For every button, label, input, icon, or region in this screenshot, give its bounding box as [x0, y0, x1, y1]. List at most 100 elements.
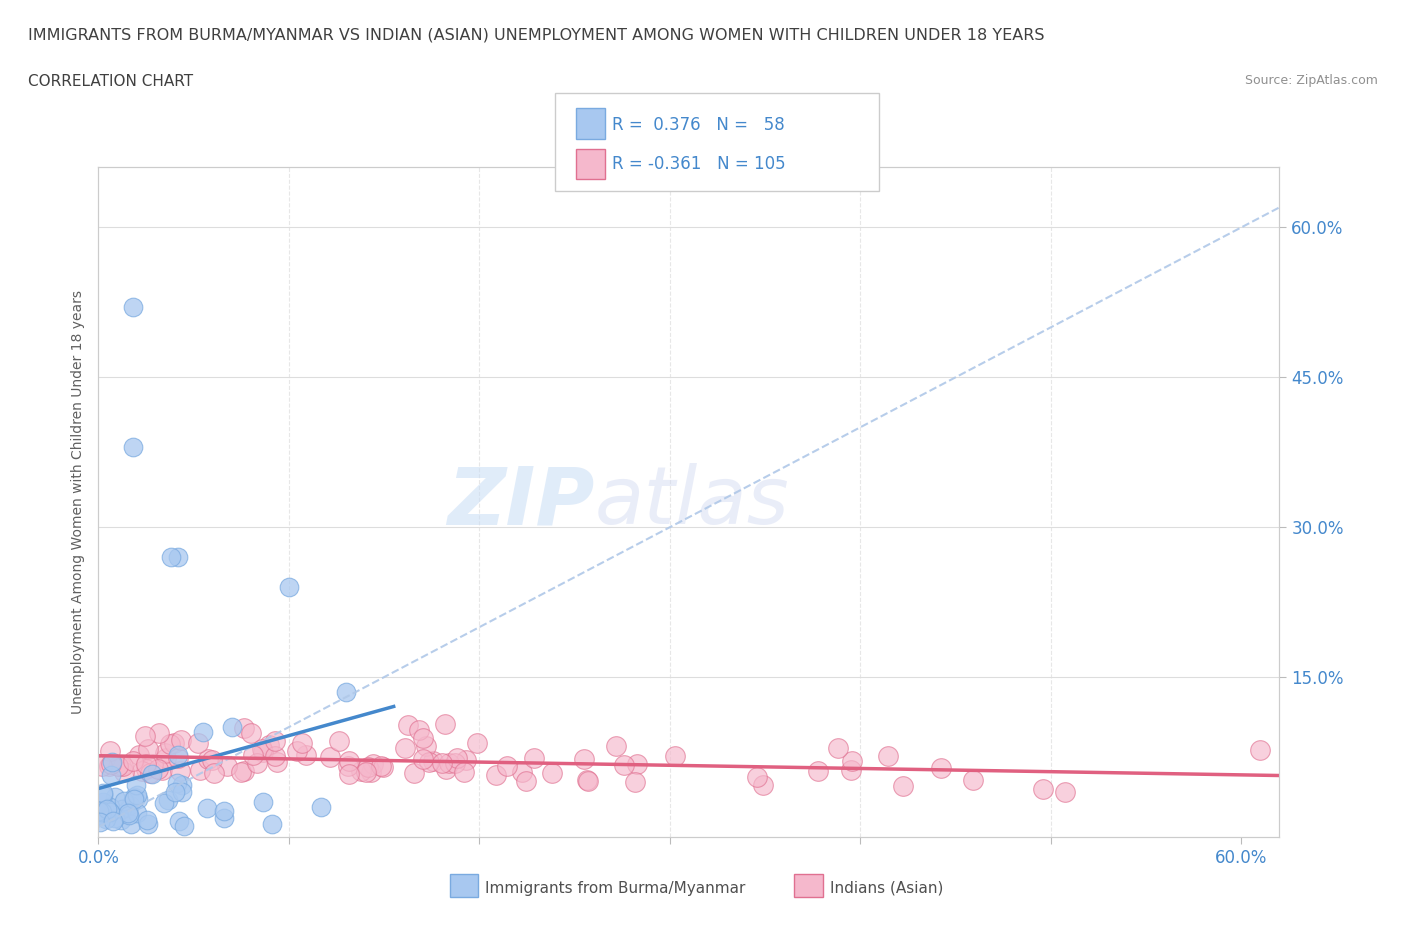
Point — [485, 768, 508, 783]
Point — [328, 734, 350, 749]
Point — [626, 757, 648, 772]
Point — [170, 777, 193, 792]
Point — [131, 764, 153, 778]
Point — [153, 795, 176, 810]
Point — [90, 805, 112, 820]
Point — [233, 764, 256, 778]
Point — [112, 759, 135, 774]
Point — [167, 813, 190, 828]
Point — [891, 778, 914, 793]
Point — [120, 798, 142, 813]
Point — [165, 785, 187, 800]
Point — [337, 766, 360, 781]
Point — [193, 724, 215, 739]
Point — [309, 799, 332, 814]
Point — [360, 764, 382, 779]
Point — [146, 762, 169, 777]
Point — [370, 759, 392, 774]
Point — [252, 794, 274, 809]
Point — [510, 764, 533, 779]
Text: R = -0.361   N = 105: R = -0.361 N = 105 — [612, 155, 785, 173]
Point — [104, 810, 127, 825]
Point — [1054, 784, 1077, 799]
Point — [233, 720, 256, 735]
Point — [98, 804, 121, 819]
Point — [337, 753, 360, 768]
Point — [929, 761, 952, 776]
Point — [100, 767, 122, 782]
Point — [264, 734, 287, 749]
Text: Source: ZipAtlas.com: Source: ZipAtlas.com — [1244, 74, 1378, 87]
Point — [136, 741, 159, 756]
Point — [394, 741, 416, 756]
Point — [807, 764, 830, 778]
Text: R =  0.376   N =   58: R = 0.376 N = 58 — [612, 116, 785, 134]
Point — [839, 763, 862, 777]
Point — [215, 759, 238, 774]
Point — [110, 813, 132, 828]
Point — [745, 770, 768, 785]
Point — [159, 550, 181, 565]
Point — [242, 748, 264, 763]
Point — [453, 764, 475, 779]
Point — [624, 775, 647, 790]
Point — [439, 756, 461, 771]
Point — [841, 753, 863, 768]
Point — [135, 762, 157, 777]
Point — [120, 817, 142, 831]
Text: CORRELATION CHART: CORRELATION CHART — [28, 74, 193, 89]
Point — [415, 738, 437, 753]
Point — [1031, 781, 1053, 796]
Point — [350, 764, 373, 778]
Point — [122, 791, 145, 806]
Point — [139, 765, 162, 780]
Point — [118, 807, 141, 822]
Point — [122, 790, 145, 804]
Point — [574, 751, 596, 766]
Point — [337, 759, 360, 774]
Point — [153, 745, 176, 760]
Point — [96, 802, 118, 817]
Y-axis label: Unemployment Among Women with Children Under 18 years: Unemployment Among Women with Children U… — [72, 290, 86, 714]
Point — [187, 736, 209, 751]
Point — [152, 763, 174, 777]
Point — [197, 800, 219, 815]
Point — [402, 765, 425, 780]
Point — [91, 804, 114, 819]
Text: ZIP: ZIP — [447, 463, 595, 541]
Point — [91, 758, 114, 773]
Point — [167, 748, 190, 763]
Point — [91, 794, 114, 809]
Point — [523, 751, 546, 765]
Point — [576, 774, 599, 789]
Point — [422, 753, 444, 768]
Point — [335, 684, 357, 699]
Point — [112, 764, 135, 779]
Point — [163, 736, 186, 751]
Point — [214, 810, 236, 825]
Point — [188, 763, 211, 777]
Point — [357, 760, 380, 775]
Point — [121, 440, 143, 455]
Point — [664, 749, 686, 764]
Text: atlas: atlas — [595, 463, 789, 541]
Point — [87, 807, 110, 822]
Point — [89, 806, 111, 821]
Point — [172, 785, 194, 800]
Point — [121, 299, 143, 314]
Point — [285, 744, 308, 759]
Point — [135, 756, 157, 771]
Point — [396, 718, 419, 733]
Point — [246, 756, 269, 771]
Point — [125, 788, 148, 803]
Point — [98, 744, 121, 759]
Point — [962, 773, 984, 788]
Point — [98, 799, 121, 814]
Point — [318, 750, 340, 764]
Point — [876, 748, 898, 763]
Point — [91, 786, 114, 801]
Point — [262, 817, 284, 831]
Point — [100, 757, 122, 772]
Point — [827, 741, 849, 756]
Point — [295, 748, 318, 763]
